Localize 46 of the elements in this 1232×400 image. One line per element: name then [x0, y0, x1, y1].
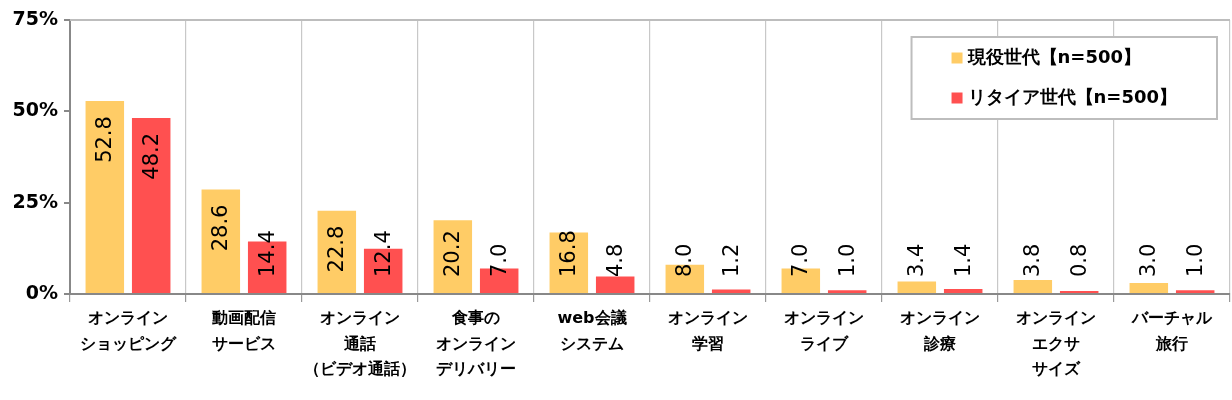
data-label: 48.2 [138, 132, 163, 180]
y-tick-label: 25% [12, 189, 58, 212]
bar [827, 290, 867, 293]
data-label: 14.4 [254, 230, 279, 277]
bar [1129, 283, 1169, 293]
x-tick-label: web会議システム [557, 307, 627, 353]
legend-label: リタイア世代【n=500】 [967, 85, 1178, 107]
data-label: 3.8 [1020, 243, 1045, 277]
data-label: 52.8 [92, 116, 117, 163]
data-label: 28.6 [208, 204, 233, 252]
bar [943, 288, 983, 293]
data-label: 8.0 [672, 243, 697, 277]
x-tick-label: オンライン診療 [900, 307, 980, 353]
bar [1175, 290, 1215, 293]
y-tick-label: 0% [25, 280, 58, 303]
bar [897, 281, 937, 293]
bar [201, 189, 241, 293]
data-label: 16.8 [556, 230, 581, 277]
x-tick-label: バーチャル旅行 [1131, 307, 1213, 353]
bar [85, 101, 125, 293]
x-tick-label: オンライン通話（ビデオ通話） [304, 307, 416, 379]
bar [595, 276, 635, 293]
data-label: 12.4 [370, 230, 395, 277]
data-label: 0.8 [1066, 243, 1091, 277]
x-tick-label: オンラインエクササイズ [1016, 307, 1096, 379]
y-tick-label: 50% [12, 98, 58, 121]
x-tick-label: 食事のオンラインデリバリー [436, 307, 516, 379]
data-label: 7.0 [788, 243, 813, 277]
data-label: 1.0 [1182, 243, 1207, 277]
x-tick-label: オンライン学習 [668, 307, 748, 353]
bar [131, 117, 171, 293]
data-label: 1.4 [950, 243, 975, 277]
legend-label: 現役世代【n=500】 [966, 45, 1142, 67]
data-label: 3.4 [904, 243, 929, 277]
data-label: 1.0 [834, 243, 859, 277]
data-label: 4.8 [602, 243, 627, 277]
data-label: 22.8 [324, 225, 349, 273]
y-tick-label: 75% [12, 6, 58, 29]
data-label: 1.2 [718, 243, 743, 277]
x-tick-label: オンラインライブ [784, 307, 864, 353]
data-label: 7.0 [486, 243, 511, 277]
bar [1013, 280, 1053, 293]
x-tick-label: 動画配信サービス [211, 307, 276, 353]
data-label: 20.2 [440, 230, 465, 277]
x-tick-label: オンラインショッピング [80, 307, 177, 353]
data-label: 3.0 [1136, 243, 1161, 277]
